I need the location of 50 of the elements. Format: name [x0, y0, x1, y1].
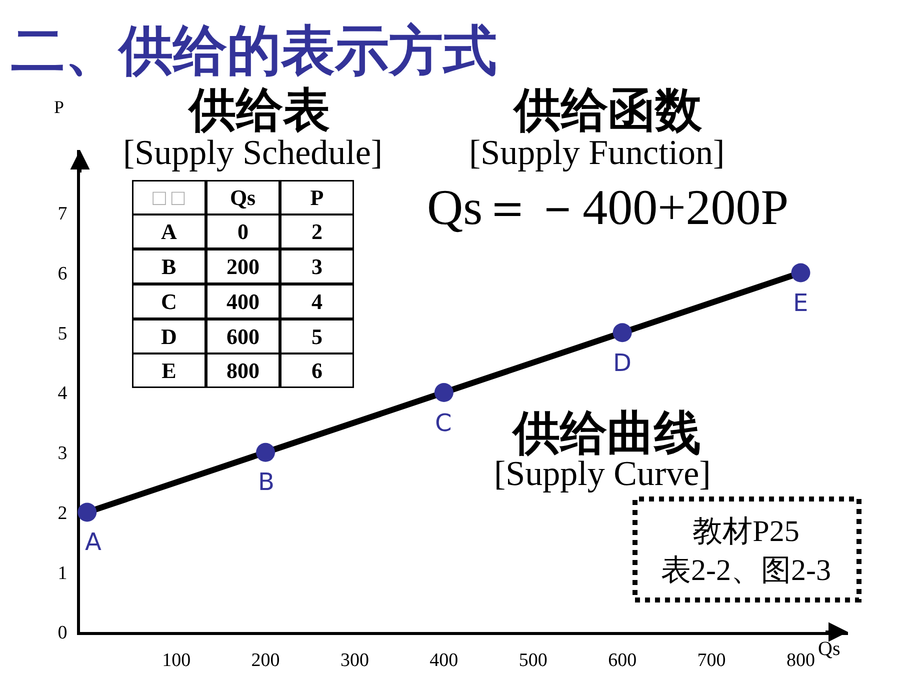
- annotation: 0: [238, 218, 248, 244]
- annotation: 3: [312, 254, 322, 279]
- annotation: 800: [226, 358, 260, 383]
- annotation: 400: [226, 288, 260, 314]
- annotation: 供给曲线: [511, 406, 701, 461]
- point: [791, 263, 810, 282]
- point: [434, 383, 454, 402]
- annotation: 6: [312, 358, 322, 383]
- y-tick-label: 2: [58, 502, 68, 524]
- annotation: 4: [312, 288, 322, 314]
- annotation: 2: [312, 218, 322, 244]
- annotation: Qs＝－400+200P: [427, 179, 789, 235]
- x-tick-label: 400: [430, 650, 458, 671]
- y-tick-label: 0: [58, 622, 68, 644]
- x-tick-label: 100: [162, 650, 191, 671]
- y-tick-label: 7: [58, 204, 68, 225]
- y-tick-label: 3: [58, 443, 68, 464]
- annotation: E: [162, 358, 176, 383]
- annotation: B: [162, 254, 176, 279]
- x-tick-label: 300: [340, 650, 369, 671]
- annotation: C: [161, 288, 177, 314]
- annotation: P: [310, 184, 324, 210]
- chart-title: 二、供给的表示方式: [10, 18, 497, 82]
- annotation: D: [161, 324, 177, 349]
- x-tick-label: 500: [518, 650, 548, 671]
- y-tick-label: 4: [58, 383, 68, 404]
- x-tick-label: 700: [697, 650, 726, 671]
- x-tick-label: 800: [786, 650, 815, 671]
- y-tick-label: 1: [58, 562, 68, 584]
- y-tick-label: 6: [58, 263, 68, 284]
- annotation: 5: [312, 324, 322, 349]
- annotation: A: [161, 218, 177, 244]
- annotation: □ □: [152, 184, 186, 210]
- x-axis-title: Qs: [818, 638, 840, 660]
- annotation: 600: [226, 324, 260, 349]
- annotation: E: [793, 289, 808, 317]
- x-tick-label: 200: [251, 650, 280, 671]
- annotation: C: [435, 409, 452, 437]
- point: [78, 502, 97, 522]
- annotation: A: [85, 528, 102, 556]
- y-tick-label: 5: [58, 323, 68, 344]
- point: [612, 323, 632, 342]
- annotation: D: [613, 349, 632, 377]
- annotation: B: [258, 468, 274, 496]
- x-tick-label: 600: [608, 650, 637, 671]
- annotation: 200: [226, 254, 260, 279]
- annotation: Qs: [230, 184, 256, 210]
- y-axis-title: P: [54, 97, 64, 117]
- annotation: 教材P25 表2-2、图2-3: [661, 515, 831, 587]
- point: [256, 442, 276, 462]
